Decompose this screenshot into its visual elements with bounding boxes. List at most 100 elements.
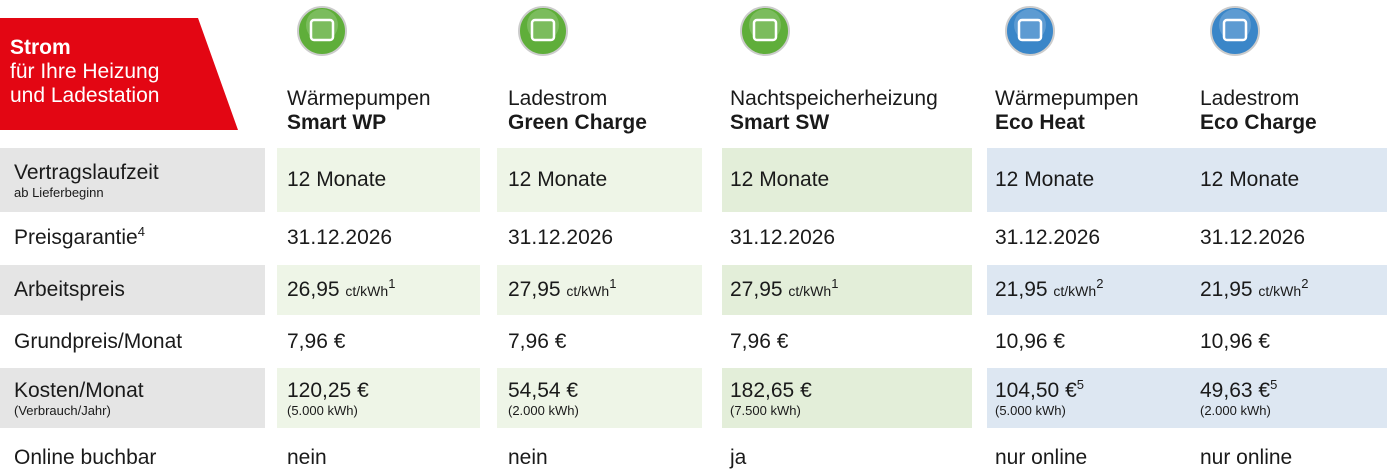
cell: 27,95 ct/kWh1: [730, 276, 839, 303]
cell-value: 21,95: [1200, 278, 1253, 301]
cell-bg: [277, 368, 480, 428]
row-label: Vertragslaufzeit ab Lieferbeginn: [14, 161, 159, 200]
row-label: Preisgarantie4: [14, 225, 145, 250]
cell-value: 7,96 €: [287, 330, 346, 353]
cell-note: 1: [609, 276, 617, 291]
cell-value: 120,25 €: [287, 379, 369, 402]
cell-unit: ct/kWh: [566, 283, 610, 299]
cell-value: nur online: [995, 446, 1088, 469]
cell: 31.12.2026: [1200, 226, 1305, 250]
badge-title: Strom: [10, 36, 71, 59]
cell: nein: [287, 446, 327, 470]
cell-sub: (2.000 kWh): [508, 403, 579, 418]
product-icon: [297, 6, 347, 56]
product-header: Wärmepumpen Eco Heat: [995, 87, 1139, 135]
cell: 49,63 €5 (2.000 kWh): [1200, 377, 1278, 418]
cell: 31.12.2026: [508, 226, 613, 250]
product-icon: [518, 6, 568, 56]
cell-sub: (7.500 kWh): [730, 403, 801, 418]
cell-value: 12 Monate: [730, 168, 830, 191]
row-label: Kosten/Monat (Verbrauch/Jahr): [14, 379, 144, 418]
cell: 10,96 €: [1200, 330, 1270, 354]
cell: nein: [508, 446, 548, 470]
cell-value: 31.12.2026: [730, 226, 836, 249]
badge-line: und Ladestation: [10, 84, 160, 107]
cell-sub: (5.000 kWh): [287, 403, 358, 418]
cell-bg: [987, 148, 1190, 212]
cell-value: ja: [730, 446, 747, 469]
cell: ja: [730, 446, 746, 470]
product-header: Ladestrom Green Charge: [508, 87, 647, 135]
cell: 12 Monate: [730, 168, 829, 192]
row-label: Arbeitspreis: [14, 278, 125, 302]
cell: 31.12.2026: [287, 226, 392, 250]
product-icon: [740, 6, 790, 56]
cell-bg: [1190, 265, 1387, 315]
label-bg: [0, 265, 265, 315]
cell-value: 54,54 €: [508, 379, 579, 402]
cell: 12 Monate: [1200, 168, 1299, 192]
badge: Strom für Ihre Heizung und Ladestation: [10, 36, 159, 108]
label-text: Arbeitspreis: [14, 278, 125, 301]
cell-value: 12 Monate: [1200, 168, 1300, 191]
cell-note: 2: [1301, 276, 1309, 291]
cell: 27,95 ct/kWh1: [508, 276, 617, 303]
label-text: Preisgarantie: [14, 226, 138, 249]
badge-shape: [0, 18, 238, 130]
product-name: Eco Heat: [995, 111, 1085, 134]
label-text: Vertragslaufzeit: [14, 161, 159, 184]
cell-unit: ct/kWh: [788, 283, 832, 299]
cell-value: nein: [508, 446, 548, 469]
cell-bg: [722, 148, 972, 212]
cell-value: 182,65 €: [730, 379, 812, 402]
product-type: Wärmepumpen: [287, 87, 431, 110]
cell: 7,96 €: [508, 330, 566, 354]
label-text: Online buchbar: [14, 446, 157, 469]
badge-line: für Ihre Heizung: [10, 60, 160, 83]
cell: 31.12.2026: [995, 226, 1100, 250]
cell: 54,54 € (2.000 kWh): [508, 379, 579, 418]
cell: 26,95 ct/kWh1: [287, 277, 395, 303]
cell-value: 12 Monate: [995, 168, 1095, 191]
cell-value: 26,95: [287, 278, 340, 301]
row-label: Online buchbar: [14, 446, 156, 470]
cell-value: 12 Monate: [508, 168, 608, 191]
product-header: Wärmepumpen Smart WP: [287, 87, 431, 135]
cell: 182,65 € (7.500 kWh): [730, 379, 812, 418]
cell-bg: [497, 148, 702, 212]
cell: 7,96 €: [287, 330, 345, 354]
product-header: Ladestrom Eco Charge: [1200, 87, 1317, 135]
cell-value: 31.12.2026: [287, 226, 393, 249]
cell: nur online: [1200, 446, 1292, 470]
cell-value: nein: [287, 446, 327, 469]
cell-value: 31.12.2026: [508, 226, 614, 249]
cell-value: nur online: [1200, 446, 1293, 469]
cell: 21,95 ct/kWh2: [1200, 276, 1309, 303]
product-type: Wärmepumpen: [995, 87, 1139, 110]
label-bg: [0, 368, 265, 428]
product-name: Smart SW: [730, 111, 830, 134]
cell: 12 Monate: [287, 168, 386, 192]
product-icon: [1210, 6, 1260, 56]
cell: 104,50 €5 (5.000 kWh): [995, 377, 1084, 418]
cell-bg: [1190, 148, 1387, 212]
cell-bg: [722, 368, 972, 428]
cell-note: 5: [1270, 377, 1278, 392]
cell-bg: [987, 368, 1190, 428]
cell-value: 10,96 €: [1200, 330, 1271, 353]
cell: 7,96 €: [730, 330, 788, 354]
cell: 10,96 €: [995, 330, 1065, 354]
cell: 12 Monate: [995, 168, 1094, 192]
cell-value: 21,95: [995, 278, 1048, 301]
label-text: Grundpreis/Monat: [14, 330, 183, 353]
cell-sub: (5.000 kWh): [995, 403, 1066, 418]
cell-note: 1: [831, 276, 839, 291]
cell-bg: [497, 368, 702, 428]
label-sub: ab Lieferbeginn: [14, 185, 104, 200]
cell-value: 10,96 €: [995, 330, 1066, 353]
cell-unit: ct/kWh: [1258, 283, 1302, 299]
product-icon: [1005, 6, 1055, 56]
cell: 120,25 € (5.000 kWh): [287, 379, 369, 418]
cell-note: 5: [1076, 377, 1084, 392]
